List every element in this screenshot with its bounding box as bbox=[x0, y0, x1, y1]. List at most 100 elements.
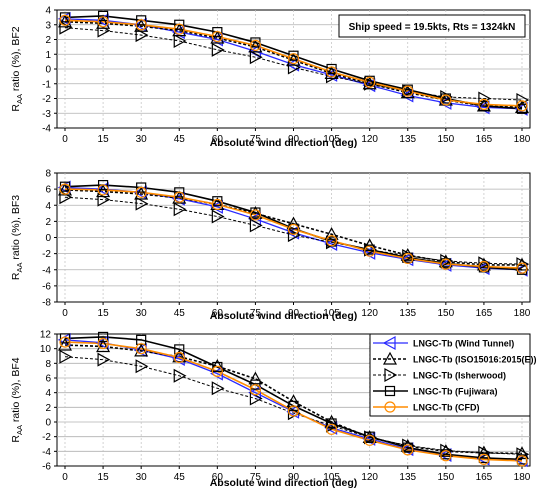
y-tick-label: 4 bbox=[45, 6, 51, 17]
x-tick-label: 180 bbox=[514, 308, 531, 319]
y-tick-label: 1 bbox=[45, 50, 51, 61]
y-axis-label-main: R bbox=[10, 435, 22, 443]
x-tick-label: 60 bbox=[212, 472, 224, 483]
data-point bbox=[135, 19, 147, 31]
data-point bbox=[212, 361, 223, 373]
x-tick-label: 120 bbox=[361, 472, 378, 483]
data-point bbox=[211, 365, 223, 377]
data-point bbox=[516, 100, 528, 112]
x-tick-label: 90 bbox=[288, 472, 300, 483]
data-point bbox=[96, 16, 111, 29]
data-point bbox=[438, 254, 453, 268]
data-point bbox=[516, 92, 530, 107]
y-tick-label: 0 bbox=[45, 418, 51, 429]
x-tick-label: 90 bbox=[288, 308, 300, 319]
legend-marker bbox=[384, 385, 396, 397]
y-tick-label: -6 bbox=[42, 281, 51, 292]
x-tick-label: 105 bbox=[323, 308, 340, 319]
x-tick-label: 15 bbox=[98, 472, 110, 483]
data-point bbox=[478, 453, 490, 465]
data-point bbox=[325, 66, 338, 78]
x-tick-label: 45 bbox=[174, 472, 186, 483]
data-point bbox=[57, 337, 73, 351]
y-axis-label: RAA ratio (%), BF4 bbox=[10, 357, 24, 442]
data-point bbox=[210, 30, 225, 44]
data-point bbox=[97, 184, 109, 196]
x-tick-label: 165 bbox=[476, 472, 493, 483]
data-point bbox=[136, 334, 147, 345]
y-tick-label: 10 bbox=[40, 344, 52, 355]
data-point bbox=[325, 423, 338, 435]
data-point bbox=[402, 252, 414, 265]
data-point bbox=[174, 344, 185, 355]
x-tick-label: 0 bbox=[62, 472, 68, 483]
data-point bbox=[478, 260, 490, 273]
legend-label: LNGC-Tb (Isherwood) bbox=[413, 371, 506, 381]
x-tick-label: 45 bbox=[174, 308, 186, 319]
data-point bbox=[97, 16, 109, 28]
x-tick-label: 90 bbox=[288, 134, 300, 145]
x-axis-label: Absolute wind direction (deg) bbox=[210, 137, 358, 149]
x-tick-label: 0 bbox=[62, 134, 68, 145]
data-point bbox=[364, 245, 376, 257]
data-point bbox=[97, 192, 111, 207]
x-tick-label: 30 bbox=[136, 472, 148, 483]
data-point bbox=[402, 85, 414, 97]
y-tick-label: -2 bbox=[42, 94, 51, 105]
y-axis-label: RAA ratio (%), BF3 bbox=[10, 195, 24, 280]
y-tick-label: -4 bbox=[42, 447, 51, 458]
y-tick-label: -4 bbox=[42, 265, 51, 276]
data-point bbox=[173, 23, 185, 35]
data-point bbox=[325, 235, 338, 247]
data-point bbox=[287, 405, 300, 417]
y-tick-label: 12 bbox=[40, 330, 52, 341]
x-tick-label: 135 bbox=[399, 308, 416, 319]
data-point bbox=[440, 450, 452, 462]
data-point bbox=[249, 391, 263, 406]
y-tick-label: 0 bbox=[45, 233, 51, 244]
y-tick-label: -3 bbox=[42, 109, 51, 120]
y-axis-label-main: R bbox=[10, 272, 22, 280]
data-point bbox=[59, 333, 71, 344]
data-point bbox=[248, 206, 263, 219]
y-tick-label: -6 bbox=[42, 462, 51, 473]
annotation-text: Ship speed = 19.5kts, Rts = 1324kN bbox=[349, 22, 516, 33]
chart-panel-2: 8 6 4 2 0 -2 -4 -6 -8 0 15 30 45 60 75 90 105 120 135 150 16… bbox=[10, 169, 531, 323]
data-point bbox=[135, 359, 149, 374]
data-point bbox=[287, 223, 300, 236]
data-point bbox=[211, 42, 225, 57]
legend-marker bbox=[384, 367, 398, 383]
x-tick-label: 75 bbox=[250, 308, 262, 319]
y-axis-label-rest: ratio (%), BF2 bbox=[10, 26, 22, 94]
data-point bbox=[249, 384, 262, 396]
data-point bbox=[173, 351, 185, 364]
data-point bbox=[364, 434, 376, 446]
y-tick-label: 2 bbox=[45, 217, 51, 228]
data-point bbox=[57, 182, 73, 196]
y-axis-label: RAA ratio (%), BF2 bbox=[10, 26, 24, 111]
y-tick-label: 6 bbox=[45, 374, 51, 385]
data-point bbox=[173, 202, 187, 217]
data-point bbox=[364, 431, 375, 442]
data-point bbox=[249, 209, 262, 221]
x-tick-label: 60 bbox=[212, 134, 224, 145]
data-point bbox=[287, 53, 300, 65]
series-line bbox=[64, 356, 523, 455]
data-point bbox=[97, 10, 109, 21]
series-line bbox=[64, 341, 523, 462]
x-tick-label: 60 bbox=[212, 308, 224, 319]
y-tick-label: 8 bbox=[45, 359, 51, 370]
data-point bbox=[287, 60, 301, 75]
data-point bbox=[173, 33, 187, 48]
x-tick-label: 135 bbox=[399, 134, 416, 145]
data-point bbox=[174, 187, 185, 198]
x-tick-label: 135 bbox=[399, 472, 416, 483]
data-point bbox=[364, 76, 376, 88]
legend-label: LNGC-Tb (CFD) bbox=[413, 403, 479, 413]
y-tick-label: 0 bbox=[45, 65, 51, 76]
x-tick-label: 165 bbox=[476, 134, 493, 145]
data-point bbox=[248, 371, 263, 385]
x-tick-label: 120 bbox=[361, 134, 378, 145]
data-point bbox=[211, 198, 223, 211]
data-point bbox=[476, 445, 491, 459]
